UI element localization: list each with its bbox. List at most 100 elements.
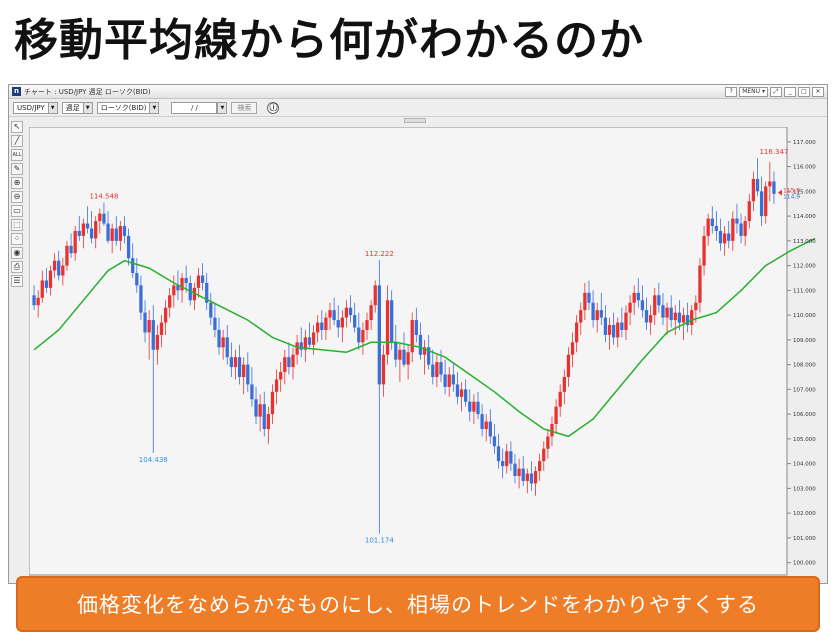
- candle-down: [620, 322, 624, 330]
- settings-icon[interactable]: ☰: [11, 275, 23, 287]
- last-price-arrow: [777, 189, 782, 196]
- candle-up: [324, 317, 328, 330]
- candle-up: [340, 317, 344, 328]
- candle-down: [357, 327, 361, 343]
- candle-down: [77, 230, 81, 236]
- window-titlebar[interactable]: n チャート : USD/JPY 週足 ローソク(BID) ? MENU ▾ ⤢…: [9, 85, 827, 99]
- candle-up: [702, 235, 706, 266]
- candle-up: [270, 391, 275, 415]
- candle-up: [369, 305, 373, 321]
- high-low-labels: 114.548 104.438 112.222 101.174 116.347: [89, 148, 788, 545]
- candle-up: [233, 357, 238, 368]
- indicator-icon[interactable]: ▭: [11, 205, 23, 217]
- candle-up: [607, 325, 612, 335]
- candle-down: [591, 302, 595, 321]
- detach-button[interactable]: ⤢: [770, 86, 782, 97]
- candle-up: [562, 376, 566, 392]
- date-dropdown[interactable]: ▼: [217, 101, 228, 114]
- candle-up: [159, 322, 164, 335]
- pointer-tool-icon[interactable]: ↖: [11, 121, 23, 133]
- candle-up: [81, 223, 86, 236]
- ask-price-label: 114.9: [783, 194, 800, 201]
- candle-up: [98, 213, 102, 222]
- candle-up: [558, 391, 562, 407]
- candle-down: [464, 389, 468, 402]
- price-tick-label: 110.000: [793, 313, 816, 319]
- candle-down: [237, 357, 242, 377]
- minimize-button[interactable]: _: [784, 86, 796, 97]
- candle-up: [385, 300, 390, 355]
- pen-tool-icon[interactable]: ✎: [11, 163, 23, 175]
- window-title: チャート : USD/JPY 週足 ローソク(BID): [24, 87, 151, 96]
- candle-up: [258, 404, 262, 417]
- candle-up: [538, 461, 542, 472]
- trendline-tool-icon[interactable]: ╱: [11, 135, 23, 147]
- chart-window: n チャート : USD/JPY 週足 ローソク(BID) ? MENU ▾ ⤢…: [8, 84, 828, 584]
- candle-down: [176, 285, 180, 291]
- candle-down: [151, 320, 155, 350]
- candle-up: [517, 468, 521, 476]
- candle-down: [603, 317, 608, 335]
- candle-up: [574, 322, 579, 343]
- grid-icon[interactable]: ⁘: [11, 233, 23, 245]
- maximize-button[interactable]: □: [798, 86, 810, 97]
- period-select[interactable]: 週足 ▼: [61, 101, 93, 114]
- zoom-in-icon[interactable]: ⊕: [11, 177, 23, 189]
- candle-down: [476, 401, 480, 415]
- candle-down: [636, 292, 640, 301]
- candle-down: [509, 451, 513, 464]
- candle-up: [653, 295, 657, 316]
- candle-down: [739, 223, 743, 236]
- candle-up: [172, 285, 176, 296]
- candle-down: [262, 404, 266, 429]
- panel-collapse-handle[interactable]: [404, 118, 426, 123]
- candle-up: [328, 310, 332, 318]
- candle-down: [131, 258, 135, 274]
- candle-up: [570, 342, 575, 355]
- candle-up: [747, 201, 751, 222]
- eye-icon[interactable]: ◉: [11, 247, 23, 259]
- price-tick-label: 104.000: [793, 462, 816, 468]
- candle-down: [122, 226, 127, 236]
- price-axis: 117.000 116.000 115.000 114.000 113.000 112.0…: [787, 140, 816, 567]
- symbol-select[interactable]: USD/JPY ▼: [13, 101, 58, 114]
- candlestick-chart[interactable]: 117.000 116.000 115.000 114.000 113.000 112.0…: [29, 127, 825, 581]
- candle-up: [632, 292, 636, 303]
- search-button[interactable]: 検索: [231, 101, 258, 114]
- candle-up: [147, 320, 151, 333]
- close-button[interactable]: ✕: [812, 86, 824, 97]
- candle-down: [102, 213, 106, 224]
- candle-down: [685, 315, 690, 326]
- price-tick-label: 112.000: [793, 264, 816, 270]
- date-input[interactable]: / /: [171, 101, 218, 114]
- price-tick-label: 113.000: [793, 239, 816, 245]
- candle-up: [681, 315, 686, 323]
- info-icon[interactable]: ⓘ: [267, 101, 280, 114]
- candle-down: [200, 275, 205, 283]
- candle-down: [209, 302, 213, 318]
- candle-up: [291, 354, 295, 368]
- candle-up: [406, 352, 410, 365]
- candle-up: [316, 322, 320, 333]
- print-icon[interactable]: ⎙: [11, 261, 23, 273]
- candle-down: [307, 337, 312, 345]
- candle-up: [542, 448, 546, 462]
- candle-up: [242, 364, 246, 377]
- candle-up: [472, 401, 476, 412]
- candle-up: [743, 221, 747, 236]
- menu-button[interactable]: MENU ▾: [739, 86, 768, 97]
- help-button[interactable]: ?: [725, 86, 738, 97]
- candle-down: [468, 401, 472, 412]
- price-tick-label: 105.000: [793, 437, 816, 443]
- bid-price-label: 115.0: [783, 188, 800, 195]
- scale-icon[interactable]: ⬚: [11, 219, 23, 231]
- price-tick-label: 101.000: [793, 536, 816, 542]
- chart-type-select[interactable]: ローソク(BID) ▼: [96, 101, 160, 114]
- price-tick-label: 116.000: [793, 165, 816, 171]
- candle-down: [772, 181, 776, 194]
- candle-down: [402, 349, 406, 365]
- select-all-tool-icon[interactable]: ALL: [11, 149, 23, 161]
- candle-up: [283, 357, 287, 373]
- candle-up: [673, 312, 677, 321]
- zoom-out-icon[interactable]: ⊖: [11, 191, 23, 203]
